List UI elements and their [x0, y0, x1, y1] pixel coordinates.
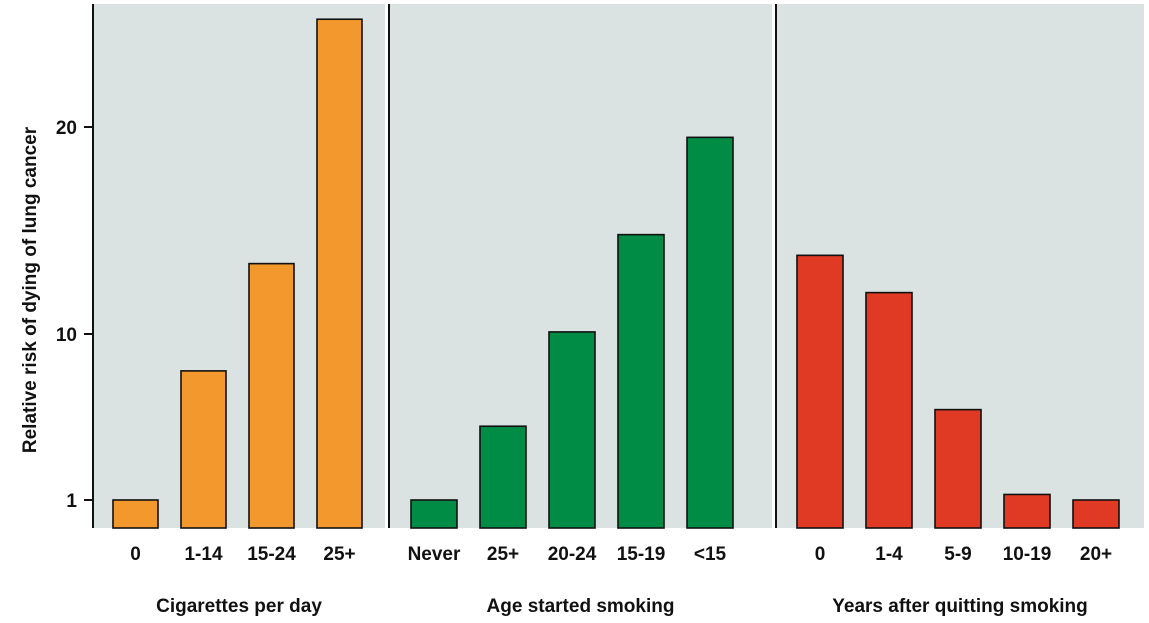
category-label: 15-19	[617, 544, 666, 565]
bar	[112, 499, 159, 529]
category-label: Never	[408, 544, 461, 565]
bar	[180, 370, 227, 529]
panel-1: 0 1-14 15-24 25+ Cigarettes per day	[92, 4, 385, 617]
bar	[865, 291, 913, 529]
x-axis-label: Age started smoking	[487, 596, 675, 617]
bar	[316, 18, 363, 529]
category-label: 1-4	[875, 544, 903, 565]
bar	[410, 499, 458, 529]
y-tick-label: 1	[66, 491, 77, 512]
category-label: 20-24	[548, 544, 597, 565]
y-tick-label: 20	[56, 118, 77, 139]
bar	[686, 136, 734, 529]
category-label: 0	[815, 544, 826, 565]
bar	[1003, 493, 1051, 529]
category-label: 25+	[323, 544, 355, 565]
panel-2: Never 25+ 20-24 15-19 <15 Age started smoking	[388, 4, 772, 617]
bar	[617, 233, 665, 529]
category-label: 25+	[487, 544, 519, 565]
bar	[1072, 499, 1120, 529]
category-label: 5-9	[944, 544, 971, 565]
y-axis: Relative risk of dying of lung cancer 1 1…	[20, 118, 93, 512]
x-axis-label: Years after quitting smoking	[832, 596, 1088, 617]
panels-layer: 0 1-14 15-24 25+ Cigarettes per day Never 25+ 2…	[92, 4, 1144, 617]
bar	[479, 425, 527, 529]
category-label: 15-24	[247, 544, 296, 565]
category-label: <15	[694, 544, 727, 565]
y-axis-label: Relative risk of dying of lung cancer	[20, 126, 41, 453]
x-axis-label: Cigarettes per day	[156, 596, 322, 617]
category-label: 20+	[1080, 544, 1112, 565]
y-tick-label: 10	[56, 325, 77, 346]
category-label: 10-19	[1003, 544, 1052, 565]
bar	[934, 408, 982, 529]
category-label: 0	[130, 544, 141, 565]
category-label: 1-14	[184, 544, 222, 565]
bar	[248, 262, 295, 529]
panel-3: 0 1-4 5-9 10-19 20+ Years after quitting smok…	[775, 4, 1144, 617]
bar	[548, 331, 596, 529]
bar	[796, 254, 844, 529]
